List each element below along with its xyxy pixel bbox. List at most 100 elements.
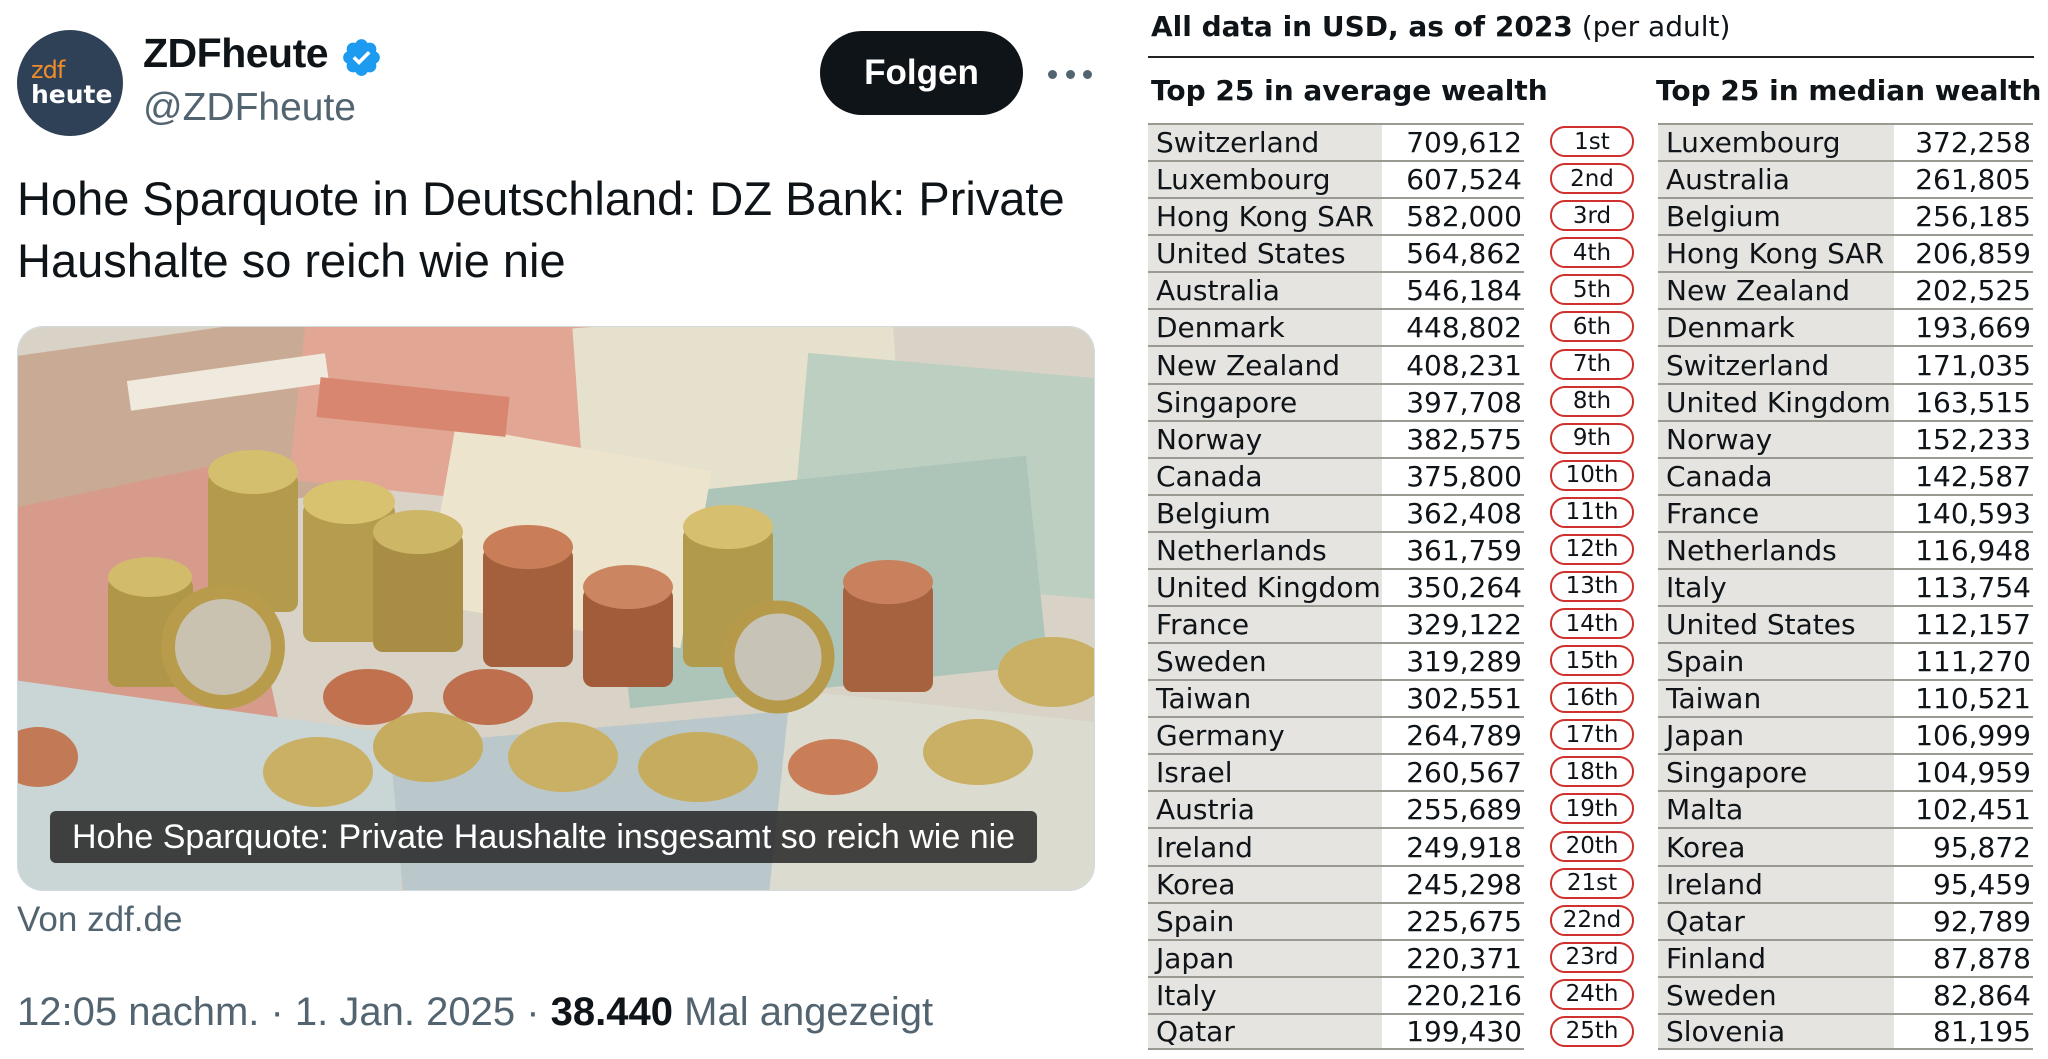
- rank-badge: 8th: [1550, 385, 1634, 417]
- wealth-value: 112,157: [1915, 608, 2031, 642]
- wealth-value: 408,231: [1406, 348, 1522, 382]
- wealth-value: 111,270: [1915, 645, 2031, 679]
- rank-cell: 9th: [1548, 420, 1636, 457]
- table-title-bold: All data in USD, as of 2023: [1151, 10, 1573, 43]
- wealth-value: 81,195: [1933, 1014, 2031, 1048]
- average-wealth-row: Italy 220,216: [1148, 975, 1524, 1013]
- country-name: United Kingdom: [1148, 569, 1382, 606]
- rank-cell: 19th: [1548, 790, 1636, 827]
- wealth-value: 104,959: [1915, 756, 2031, 790]
- average-wealth-row: Singapore 397,708: [1148, 382, 1524, 420]
- country-name: Netherlands: [1148, 532, 1382, 568]
- country-name: Korea: [1658, 829, 1894, 865]
- rank-cell: 11th: [1548, 494, 1636, 531]
- average-wealth-row: Ireland 249,918: [1148, 827, 1524, 865]
- wealth-value: 220,371: [1406, 941, 1522, 975]
- link-source[interactable]: Von zdf.de: [17, 900, 183, 939]
- average-wealth-row: Korea 245,298: [1148, 864, 1524, 902]
- median-wealth-row: Qatar 92,789: [1658, 901, 2033, 939]
- country-name: Spain: [1148, 903, 1382, 939]
- country-name: Finland: [1658, 940, 1894, 976]
- wealth-value: 546,184: [1406, 274, 1522, 308]
- views-label: Mal angezeigt: [684, 990, 934, 1034]
- country-name: Qatar: [1658, 903, 1894, 939]
- median-wealth-row: Malta 102,451: [1658, 790, 2033, 828]
- median-wealth-row: Japan 106,999: [1658, 716, 2033, 754]
- wealth-value: 397,708: [1406, 385, 1522, 419]
- country-name: Canada: [1148, 458, 1382, 494]
- wealth-value: 206,859: [1915, 237, 2031, 271]
- dot: [1083, 69, 1092, 79]
- country-name: United States: [1658, 607, 1894, 643]
- avatar[interactable]: zdf heute: [17, 30, 123, 136]
- country-name: France: [1148, 607, 1382, 643]
- wealth-value: 329,122: [1406, 608, 1522, 642]
- country-name: Switzerland: [1148, 125, 1382, 161]
- user-handle[interactable]: @ZDFheute: [143, 86, 356, 129]
- median-wealth-row: Korea 95,872: [1658, 827, 2033, 865]
- country-name: Norway: [1658, 421, 1894, 457]
- median-wealth-row: Sweden 82,864: [1658, 975, 2033, 1013]
- rank-cell: 13th: [1548, 568, 1636, 605]
- rank-cell: 3rd: [1548, 197, 1636, 234]
- country-name: Sweden: [1148, 644, 1382, 680]
- wealth-value: 607,524: [1406, 163, 1522, 197]
- wealth-value: 302,551: [1406, 682, 1522, 716]
- country-name: Australia: [1148, 273, 1382, 309]
- rank-badge: 15th: [1550, 645, 1634, 677]
- country-name: Taiwan: [1658, 681, 1894, 717]
- more-options-icon[interactable]: [1048, 54, 1092, 94]
- average-wealth-row: Norway 382,575: [1148, 419, 1524, 457]
- timestamp[interactable]: 12:05 nachm. · 1. Jan. 2025 ·: [17, 990, 551, 1034]
- avatar-logo-text: zdf: [31, 56, 65, 84]
- rank-cell: 1st: [1548, 123, 1636, 160]
- display-name[interactable]: ZDFheute: [143, 30, 329, 76]
- money-photo: [18, 327, 1094, 890]
- wealth-value: 375,800: [1406, 459, 1522, 493]
- rank-badge: 9th: [1550, 422, 1634, 454]
- rank-column: 1st 2nd 3rd 4th 5th 6th 7th 8th 9th 10th 11th 12th 1…: [1548, 123, 1636, 1050]
- rank-badge: 25th: [1550, 1015, 1634, 1047]
- avatar-logo-text-bold: heute: [31, 80, 113, 109]
- median-wealth-row: United Kingdom 163,515: [1658, 382, 2033, 420]
- rank-badge: 19th: [1550, 793, 1634, 825]
- country-name: New Zealand: [1658, 273, 1894, 309]
- wealth-value: 87,878: [1933, 941, 2031, 975]
- country-name: Spain: [1658, 644, 1894, 680]
- median-wealth-row: Slovenia 81,195: [1658, 1012, 2033, 1050]
- median-wealth-row: New Zealand 202,525: [1658, 271, 2033, 309]
- median-wealth-row: Taiwan 110,521: [1658, 679, 2033, 717]
- wealth-value: 372,258: [1915, 126, 2031, 160]
- rank-cell: 8th: [1548, 383, 1636, 420]
- country-name: United States: [1148, 236, 1382, 272]
- average-wealth-row: Hong Kong SAR 582,000: [1148, 197, 1524, 235]
- median-wealth-row: France 140,593: [1658, 493, 2033, 531]
- median-wealth-row: Norway 152,233: [1658, 419, 2033, 457]
- link-card-image[interactable]: Hohe Sparquote: Private Haushalte insges…: [17, 326, 1095, 891]
- dot: [1065, 69, 1075, 79]
- rank-cell: 18th: [1548, 753, 1636, 790]
- rank-cell: 10th: [1548, 457, 1636, 494]
- wealth-value: 95,872: [1933, 830, 2031, 864]
- rank-badge: 14th: [1550, 608, 1634, 640]
- follow-button[interactable]: Folgen: [820, 31, 1023, 115]
- average-wealth-row: Japan 220,371: [1148, 938, 1524, 976]
- rank-cell: 21st: [1548, 865, 1636, 902]
- rank-cell: 25th: [1548, 1013, 1636, 1050]
- rank-badge: 12th: [1550, 533, 1634, 565]
- rank-badge: 11th: [1550, 496, 1634, 528]
- country-name: Ireland: [1148, 829, 1382, 865]
- rank-badge: 7th: [1550, 348, 1634, 380]
- rank-badge: 6th: [1550, 311, 1634, 343]
- country-name: Ireland: [1658, 866, 1894, 902]
- dot: [1048, 69, 1057, 79]
- country-name: France: [1658, 495, 1894, 531]
- country-name: Luxembourg: [1148, 162, 1382, 198]
- wealth-value: 350,264: [1406, 570, 1522, 604]
- median-wealth-row: Switzerland 171,035: [1658, 345, 2033, 383]
- average-wealth-row: Netherlands 361,759: [1148, 530, 1524, 568]
- rank-cell: 5th: [1548, 271, 1636, 308]
- average-wealth-row: Austria 255,689: [1148, 790, 1524, 828]
- rank-cell: 15th: [1548, 642, 1636, 679]
- average-wealth-row: Sweden 319,289: [1148, 642, 1524, 680]
